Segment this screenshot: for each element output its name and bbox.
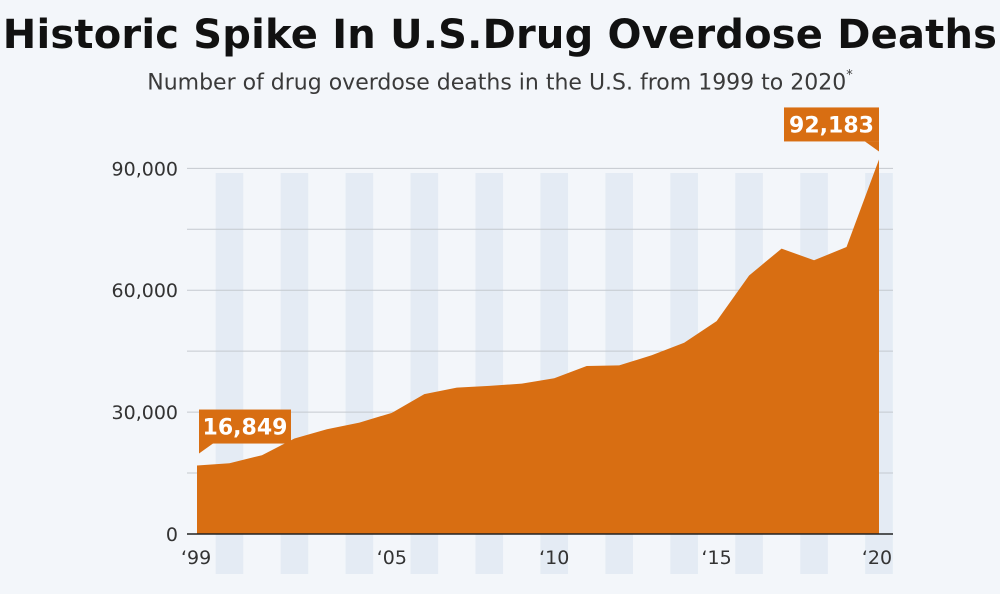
chart-subtitle: Number of drug overdose deaths in the U.…	[0, 68, 1000, 96]
x-tick-label: ‘10	[539, 547, 569, 569]
y-tick-label: 30,000	[112, 402, 178, 424]
value-callout-box	[784, 107, 879, 142]
y-tick-label: 90,000	[112, 158, 178, 180]
area-layer	[197, 159, 879, 534]
footnote-mark: *	[846, 68, 853, 83]
subtitle-text: Number of drug overdose deaths in the U.…	[147, 70, 847, 96]
value-callout-pointer	[865, 141, 879, 152]
x-tick-label: ‘15	[702, 547, 732, 569]
chart-title: Historic Spike In U.S.Drug Overdose Deat…	[2, 12, 998, 58]
x-tick-label: ‘99	[181, 547, 211, 569]
x-tick-label: ‘20	[862, 547, 892, 569]
y-tick-label: 0	[166, 524, 178, 546]
x-tick-label: ‘05	[377, 547, 407, 569]
callouts: 16,849 92,183	[199, 107, 879, 454]
area-series	[197, 159, 879, 534]
y-tick-label: 60,000	[112, 280, 178, 302]
axes: 0 30,000 60,000 90,000 ‘99 ‘05 ‘10 ‘15 ‘20	[112, 158, 893, 569]
value-callout-pointer	[199, 443, 213, 454]
value-callout-box	[199, 409, 291, 444]
value-callout-label: 16,849	[203, 416, 288, 441]
value-callout-label: 92,183	[789, 113, 874, 138]
